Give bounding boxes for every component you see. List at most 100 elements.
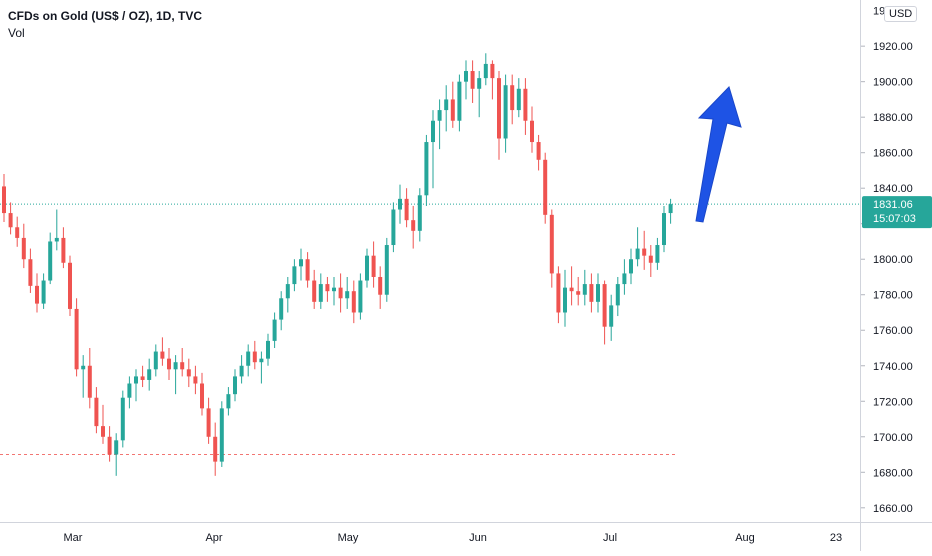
candle-body bbox=[299, 259, 303, 267]
candle-body bbox=[120, 397, 125, 441]
candle-body bbox=[332, 287, 336, 292]
candle-body bbox=[615, 284, 620, 306]
candle-body bbox=[35, 285, 39, 304]
price-axis[interactable]: 1940.001920.001900.001880.001860.001840.… bbox=[860, 0, 932, 522]
candle-body bbox=[464, 71, 468, 82]
price-tick-label: 1800.00 bbox=[873, 254, 913, 266]
candle-body bbox=[325, 284, 330, 292]
candle-body bbox=[411, 220, 416, 231]
candle-body bbox=[87, 365, 92, 398]
candle-body bbox=[312, 280, 317, 302]
price-tick-label: 1920.00 bbox=[873, 41, 913, 53]
candle-body bbox=[338, 287, 343, 299]
candle-body bbox=[648, 255, 653, 263]
candle-body bbox=[54, 237, 59, 242]
candle-body bbox=[516, 88, 521, 111]
time-tick-label: Mar bbox=[64, 532, 83, 544]
price-tick-label: 1720.00 bbox=[873, 396, 913, 408]
last-price-label: 1831.06 bbox=[873, 199, 913, 211]
candle-body bbox=[398, 198, 402, 210]
price-tick-label: 1880.00 bbox=[873, 112, 913, 124]
candle-body bbox=[497, 78, 501, 139]
candle-body bbox=[477, 78, 482, 89]
candle-body bbox=[589, 284, 594, 302]
currency-button[interactable]: USD bbox=[884, 6, 918, 22]
candle-body bbox=[259, 358, 264, 363]
candle-body bbox=[8, 213, 13, 228]
price-tick-label: 1700.00 bbox=[873, 432, 913, 444]
candle-body bbox=[246, 351, 251, 366]
time-axis-scale[interactable]: Mar Apr May Jun Jul Aug 23 bbox=[0, 523, 860, 551]
time-tick-label: Apr bbox=[205, 532, 222, 544]
candle-body bbox=[490, 63, 495, 79]
candle-body bbox=[642, 248, 647, 256]
candle-body bbox=[351, 291, 356, 313]
candle-body bbox=[563, 287, 567, 313]
price-axis-scale[interactable]: 1940.001920.001900.001880.001860.001840.… bbox=[861, 0, 932, 522]
candle-body bbox=[305, 259, 310, 281]
candle-body bbox=[404, 198, 409, 221]
candle-body bbox=[384, 245, 389, 295]
price-tick-label: 1760.00 bbox=[873, 325, 913, 337]
candle-body bbox=[668, 204, 673, 214]
candle-body bbox=[622, 273, 627, 285]
candle-body bbox=[153, 351, 158, 370]
candle-body bbox=[556, 273, 561, 313]
candle-body bbox=[596, 284, 600, 302]
price-tick-label: 1900.00 bbox=[873, 77, 913, 89]
volume-indicator-label[interactable]: Vol bbox=[8, 26, 25, 40]
candle-body bbox=[417, 195, 422, 231]
candle-body bbox=[68, 262, 72, 309]
candle-body bbox=[543, 159, 548, 215]
candle-body bbox=[602, 284, 607, 327]
price-tick-label: 1860.00 bbox=[873, 148, 913, 160]
candle-body bbox=[219, 408, 224, 462]
candle-body bbox=[114, 440, 119, 455]
candle-body bbox=[226, 394, 231, 409]
candle-body bbox=[272, 319, 277, 341]
candle-body bbox=[180, 362, 185, 370]
candle-body bbox=[378, 276, 383, 295]
candle-body bbox=[470, 71, 475, 89]
time-tick-label: Jul bbox=[603, 532, 617, 544]
candle-body bbox=[318, 284, 323, 302]
candle-body bbox=[61, 237, 66, 263]
candle-body bbox=[213, 436, 218, 462]
candle-body bbox=[28, 259, 33, 286]
candle-body bbox=[569, 287, 574, 292]
candle-body bbox=[424, 142, 429, 196]
candle-body bbox=[292, 266, 297, 285]
candle-body bbox=[21, 237, 26, 260]
candle-body bbox=[437, 110, 442, 121]
candlestick-chart[interactable] bbox=[0, 0, 860, 522]
price-tick-label: 1660.00 bbox=[873, 503, 913, 515]
candle-body bbox=[431, 120, 435, 143]
candle-body bbox=[48, 241, 53, 281]
chart-area[interactable] bbox=[0, 0, 860, 522]
price-tick-label: 1680.00 bbox=[873, 467, 913, 479]
candle-body bbox=[266, 340, 270, 359]
candle-body bbox=[2, 186, 6, 214]
candle-body bbox=[530, 120, 534, 143]
time-axis[interactable]: Mar Apr May Jun Jul Aug 23 bbox=[0, 522, 860, 551]
up-arrow-annotation bbox=[695, 86, 742, 223]
candle-body bbox=[279, 298, 284, 320]
symbol-title[interactable]: CFDs on Gold (US$ / OZ), 1D, TVC bbox=[8, 9, 203, 23]
candle-body bbox=[167, 358, 171, 370]
candle-body bbox=[147, 369, 152, 380]
candle-body bbox=[523, 88, 528, 121]
price-tick-label: 1840.00 bbox=[873, 183, 913, 195]
candle-body bbox=[450, 99, 455, 121]
candle-body bbox=[140, 376, 145, 380]
candle-body bbox=[358, 280, 363, 313]
candle-body bbox=[655, 245, 660, 263]
candle-body bbox=[549, 214, 554, 274]
bar-countdown-label: 15:07:03 bbox=[873, 213, 916, 225]
candle-body bbox=[206, 408, 211, 437]
candle-body bbox=[160, 351, 165, 359]
candle-body bbox=[503, 85, 508, 139]
candle-body bbox=[345, 291, 350, 299]
candle-body bbox=[365, 255, 369, 281]
candle-body bbox=[285, 284, 290, 299]
candle-body bbox=[457, 81, 462, 121]
